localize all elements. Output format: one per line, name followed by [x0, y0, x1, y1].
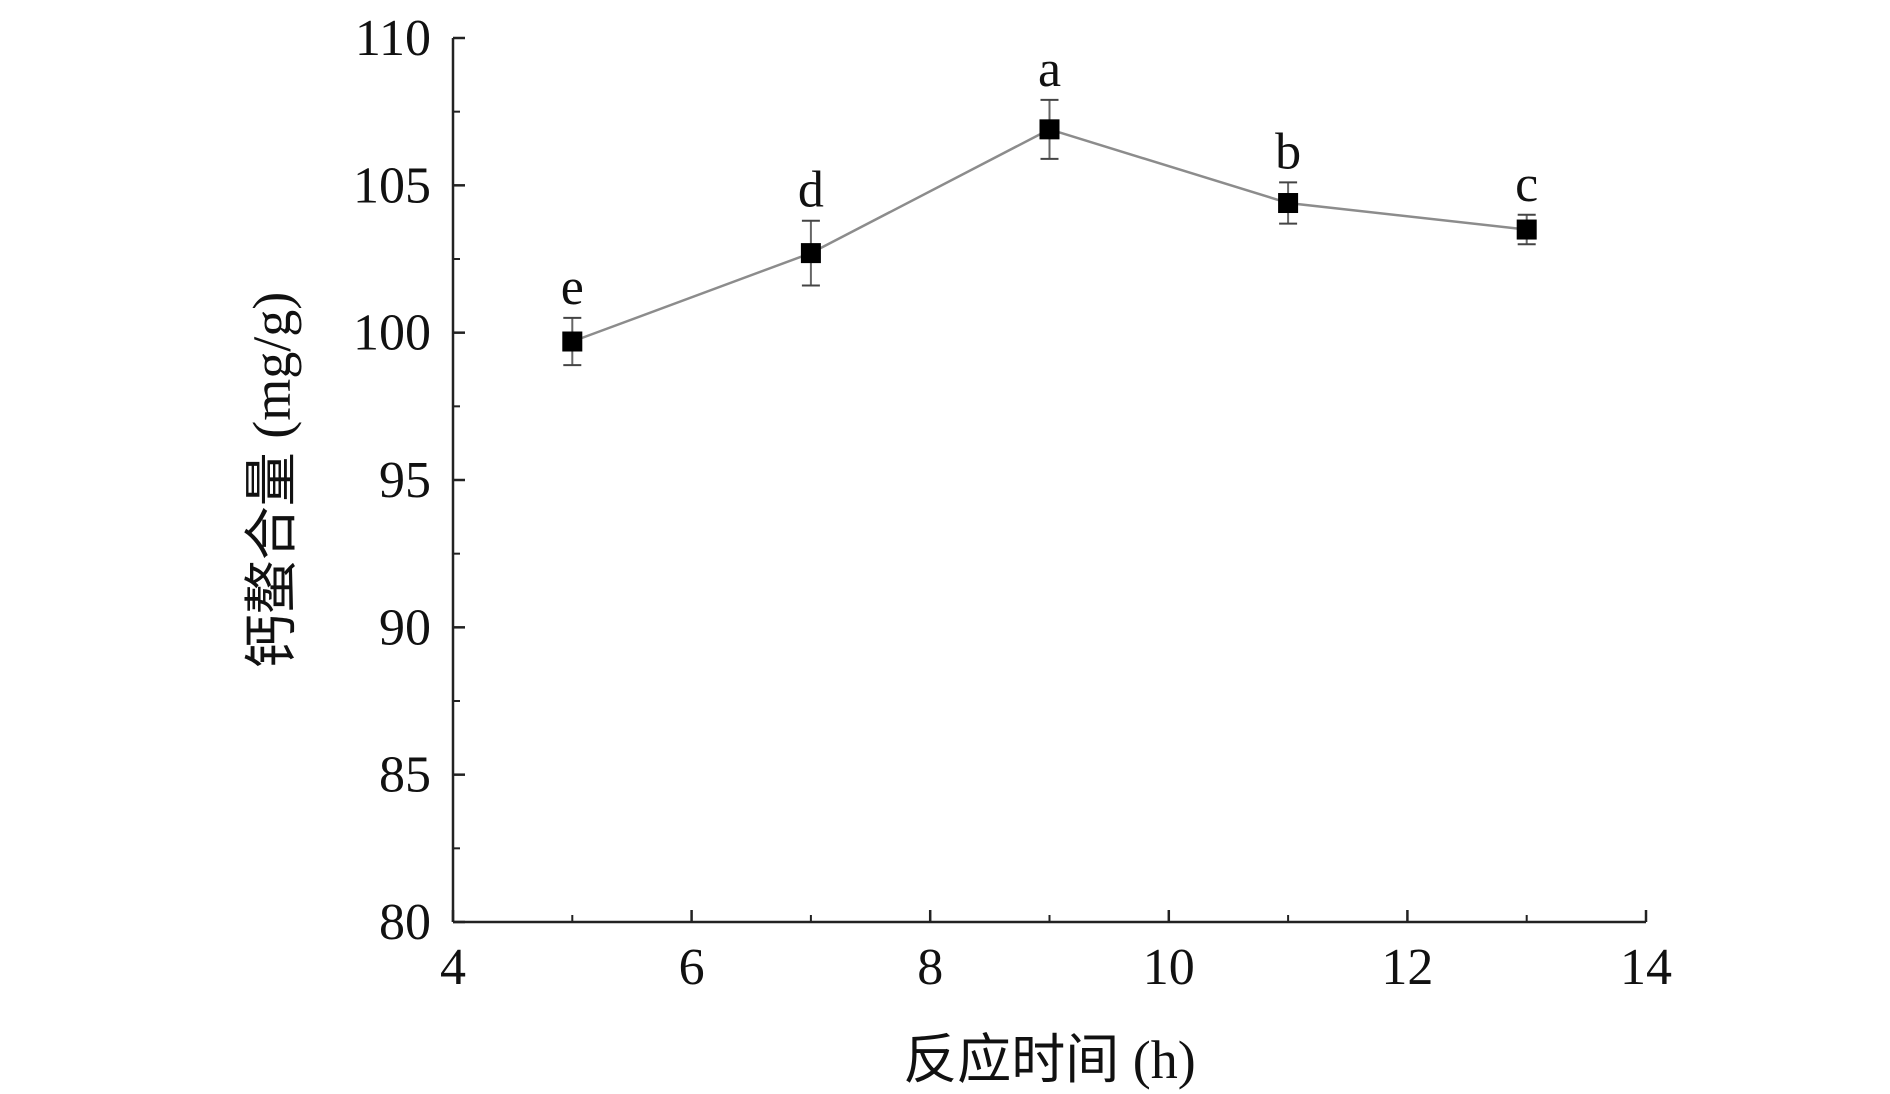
x-axis-title: 反应时间 (h) [903, 1030, 1195, 1090]
y-ticks: 80 85 90 95 100 105 110 [353, 10, 465, 951]
data-point [800, 243, 821, 264]
series-line-path [571, 128, 1527, 343]
y-axis-title: 钙螯合量 (mg/g) [242, 292, 302, 668]
x-tick-label: 14 [1620, 939, 1672, 996]
y-tick-label: 95 [379, 452, 431, 509]
y-tick-label: 110 [355, 10, 431, 67]
data-point [1039, 119, 1060, 140]
y-tick-label: 85 [379, 747, 431, 804]
data-point [1278, 193, 1299, 214]
markers [562, 119, 1537, 352]
x-tick-label: 8 [917, 939, 943, 996]
x-tick-label: 10 [1143, 939, 1195, 996]
axes [451, 38, 1646, 924]
y-tick-label: 90 [379, 599, 431, 656]
y-tick-label: 105 [353, 157, 431, 214]
x-tick-label: 12 [1381, 939, 1433, 996]
significance-label: d [798, 162, 824, 219]
x-tick-label: 4 [440, 939, 466, 996]
data-point [562, 331, 583, 352]
x-ticks: 4 6 8 10 12 14 [440, 910, 1672, 996]
point-labels: e d a b c [561, 41, 1538, 316]
series-line [571, 128, 1527, 343]
significance-label: e [561, 259, 584, 316]
y-tick-label: 80 [379, 894, 431, 951]
significance-label: c [1515, 156, 1538, 213]
significance-label: b [1275, 123, 1301, 180]
x-tick-label: 6 [679, 939, 705, 996]
y-tick-label: 100 [353, 305, 431, 362]
error-bars [563, 98, 1536, 367]
significance-label: a [1038, 41, 1061, 98]
data-point [1516, 219, 1537, 240]
